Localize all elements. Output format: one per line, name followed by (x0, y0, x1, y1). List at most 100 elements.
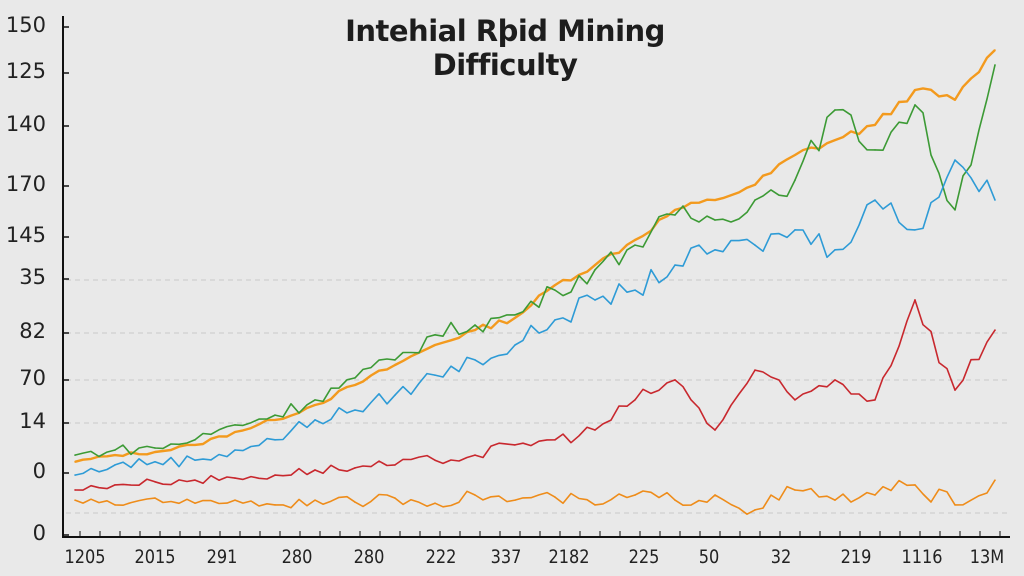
x-tick-label: 32 (770, 546, 792, 568)
data-point (394, 364, 396, 366)
data-point (834, 379, 836, 381)
x-tick-label: 337 (490, 546, 522, 568)
data-point (754, 509, 756, 511)
x-tick-label: 1205 (64, 546, 106, 568)
x-tick-label: 13M (969, 546, 1005, 568)
data-point (834, 249, 836, 251)
data-point (394, 394, 396, 396)
y-tick-label: 82 (19, 319, 46, 343)
y-tick-label: 14 (19, 409, 46, 433)
data-point (554, 319, 556, 321)
data-point (354, 409, 356, 411)
data-point (634, 399, 636, 401)
data-point (674, 209, 676, 211)
series-line-4 (74, 479, 996, 516)
y-tick-label: 140 (5, 112, 46, 136)
data-point (874, 149, 876, 151)
data-point (74, 499, 76, 501)
data-point (114, 504, 116, 506)
data-point (74, 474, 76, 476)
data-point (434, 374, 436, 376)
data-point (434, 459, 436, 461)
data-point (394, 464, 396, 466)
data-point (794, 154, 796, 156)
x-tick-label: 2015 (134, 546, 176, 568)
data-point (994, 49, 996, 51)
data-point (474, 324, 476, 326)
data-point (154, 451, 156, 453)
data-point (114, 464, 116, 466)
data-point (594, 269, 596, 271)
y-tick-label: 125 (5, 59, 46, 83)
data-point (674, 379, 676, 381)
data-point (314, 399, 316, 401)
data-point (954, 99, 956, 101)
x-tick-label: 225 (628, 546, 660, 568)
x-tick-label: 50 (698, 546, 720, 568)
data-point (314, 419, 316, 421)
data-point (954, 504, 956, 506)
data-point (394, 497, 396, 499)
series-line-0 (74, 49, 996, 463)
data-point (234, 424, 236, 426)
y-tick-label: 145 (5, 223, 46, 247)
data-point (634, 239, 636, 241)
data-point (234, 499, 236, 501)
data-point (434, 344, 436, 346)
data-point (434, 502, 436, 504)
series-line-2 (74, 159, 996, 476)
data-point (474, 494, 476, 496)
data-point (274, 419, 276, 421)
data-point (954, 159, 956, 161)
data-point (794, 489, 796, 491)
data-point (114, 449, 116, 451)
data-point (194, 459, 196, 461)
data-point (354, 384, 356, 386)
data-point (114, 484, 116, 486)
data-point (674, 499, 676, 501)
data-point (234, 449, 236, 451)
x-tick-label: 291 (206, 546, 238, 568)
data-point (274, 474, 276, 476)
chart-title: Intehial Rþid Mining Difficulty (345, 14, 665, 82)
data-point (794, 399, 796, 401)
data-point (794, 179, 796, 181)
data-point (594, 264, 596, 266)
data-point (74, 461, 76, 463)
data-point (274, 504, 276, 506)
data-point (314, 499, 316, 501)
x-tick-label: 222 (425, 546, 457, 568)
data-point (474, 454, 476, 456)
data-point (914, 299, 916, 301)
data-point (114, 454, 116, 456)
y-tick-label: 70 (19, 366, 46, 390)
data-point (154, 461, 156, 463)
data-point (514, 499, 516, 501)
y-tick-label: 0 (32, 459, 46, 483)
x-tick-label: 280 (281, 546, 313, 568)
data-point (994, 479, 996, 481)
data-point (514, 344, 516, 346)
data-point (434, 334, 436, 336)
data-point (194, 444, 196, 446)
data-point (714, 429, 716, 431)
data-point (914, 484, 916, 486)
data-point (554, 496, 556, 498)
y-tick-label: 170 (5, 172, 46, 196)
data-point (954, 389, 956, 391)
data-point (714, 199, 716, 201)
series-line-3 (74, 299, 996, 491)
data-point (514, 317, 516, 319)
data-point (514, 314, 516, 316)
data-point (594, 429, 596, 431)
x-tick-label: 280 (353, 546, 385, 568)
x-tick-label: 1116 (901, 546, 943, 568)
data-point (514, 444, 516, 446)
data-point (194, 439, 196, 441)
data-point (154, 481, 156, 483)
data-point (314, 469, 316, 471)
data-point (874, 199, 876, 201)
data-point (674, 214, 676, 216)
data-point (274, 414, 276, 416)
data-point (874, 124, 876, 126)
